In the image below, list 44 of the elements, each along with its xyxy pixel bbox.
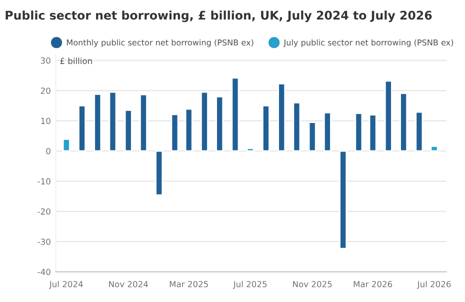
bar xyxy=(400,92,408,152)
x-tick-label: Jul 2025 xyxy=(232,280,267,289)
legend-label: July public sector net borrowing (PSNB ex) xyxy=(283,39,454,48)
bar xyxy=(124,110,132,152)
bar xyxy=(184,108,193,152)
x-tick-label: Nov 2024 xyxy=(109,280,148,288)
x-tick-label: Nov 2025 xyxy=(293,280,332,288)
y-axis-title: £ billion xyxy=(60,58,92,64)
chart-title: Public sector net borrowing, £ billion, UK, July 2024 to July 2026 xyxy=(6,10,432,22)
bar xyxy=(78,105,86,152)
bar xyxy=(140,94,148,152)
bar xyxy=(354,112,363,152)
bar xyxy=(292,102,301,152)
bar xyxy=(155,150,164,196)
bar xyxy=(384,80,392,152)
x-tick-label: Jul 2026 xyxy=(416,280,451,289)
x-tick-label: Mar 2026 xyxy=(354,280,392,288)
legend-label: Monthly public sector net borrowing (PSNB ex) xyxy=(66,39,254,48)
x-tick-label: Mar 2025 xyxy=(170,280,208,288)
bar xyxy=(339,150,348,250)
y-tick-label: 0 xyxy=(46,148,50,154)
bar xyxy=(308,122,316,152)
y-tick-label: 30 xyxy=(40,57,50,64)
bar xyxy=(262,105,270,152)
bar xyxy=(94,94,102,152)
bar xyxy=(170,114,179,152)
bar xyxy=(323,112,332,152)
bar xyxy=(246,148,254,152)
bar xyxy=(430,145,438,152)
y-tick-label: -30 xyxy=(38,238,50,245)
y-tick-label: -40 xyxy=(38,268,50,276)
y-tick-label: 20 xyxy=(40,88,50,94)
y-tick-label: 10 xyxy=(41,118,50,124)
y-tick-label: -20 xyxy=(38,208,50,215)
bar xyxy=(62,138,70,152)
bar xyxy=(216,96,224,152)
bar xyxy=(108,91,117,152)
bar xyxy=(278,82,286,152)
bar xyxy=(368,114,377,152)
bar xyxy=(200,91,208,152)
bar xyxy=(415,111,424,152)
x-tick-label: Jul 2024 xyxy=(48,280,83,289)
bar xyxy=(231,77,240,152)
y-tick-label: -10 xyxy=(38,178,50,184)
